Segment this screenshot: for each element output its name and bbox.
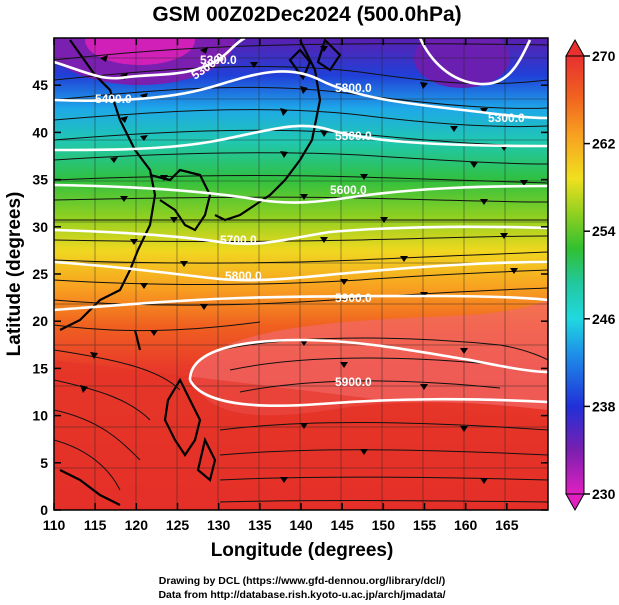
colorbar-tick-label: 238 xyxy=(592,398,616,414)
y-tick-label: 40 xyxy=(32,124,48,140)
contour-5900-lower xyxy=(188,338,548,381)
x-tick-label: 145 xyxy=(330,517,354,533)
x-tick-label: 155 xyxy=(413,517,437,533)
chart-title: GSM 00Z02Dec2024 (500.0hPa) xyxy=(152,3,461,26)
plot-area: 5300.0 5300.0 5400.0 5500.0 5600.0 5700.… xyxy=(54,38,548,510)
contour-labels: 5300.0 5300.0 5400.0 5500.0 5600.0 5700.… xyxy=(95,50,525,389)
contour-5900-upper xyxy=(54,294,548,312)
x-axis-ticks: 110 115 120 125 130 135 140 145 150 155 160 165 xyxy=(43,38,519,533)
x-tick-label: 140 xyxy=(289,517,313,533)
colorbar-tick-label: 270 xyxy=(592,48,616,64)
svg-text:5800.0: 5800.0 xyxy=(335,81,372,95)
svg-text:5600.0: 5600.0 xyxy=(330,183,367,197)
contour-5500 xyxy=(54,124,548,152)
contour-5900-loop xyxy=(188,379,548,407)
colorbar-tick-label: 262 xyxy=(592,136,616,152)
contour-5700 xyxy=(54,225,548,246)
colorbar-body xyxy=(565,55,585,495)
warm-region-south xyxy=(54,360,548,510)
svg-text:5900.0: 5900.0 xyxy=(335,291,372,305)
y-axis-ticks: 0 5 10 15 20 25 30 35 40 45 xyxy=(32,77,548,518)
streamline-arrows xyxy=(80,46,528,484)
colorbar-max-triangle xyxy=(565,38,585,57)
x-tick-label: 150 xyxy=(372,517,396,533)
y-tick-label: 15 xyxy=(32,360,48,376)
y-tick-label: 10 xyxy=(32,408,48,424)
y-tick-label: 45 xyxy=(32,77,48,93)
colorbar-tick-label: 254 xyxy=(592,223,616,239)
x-tick-label: 120 xyxy=(125,517,149,533)
x-tick-label: 160 xyxy=(454,517,478,533)
y-tick-label: 20 xyxy=(32,313,48,329)
contour-5300-west xyxy=(54,38,246,80)
y-tick-label: 30 xyxy=(32,219,48,235)
contour-5300-east xyxy=(418,38,532,86)
colorbar-ticks: 270 262 254 246 238 230 xyxy=(584,48,616,502)
y-axis-label: Latitude (degrees) xyxy=(4,192,25,357)
credit-drawing: Drawing by DCL (https://www.gfd-dennou.o… xyxy=(159,575,445,587)
x-tick-label: 165 xyxy=(495,517,519,533)
x-tick-label: 110 xyxy=(43,517,66,533)
y-tick-label: 25 xyxy=(32,266,48,282)
y-tick-label: 0 xyxy=(40,502,48,518)
x-tick-label: 135 xyxy=(248,517,272,533)
colorbar-tick-label: 230 xyxy=(592,486,616,502)
contour-5400 xyxy=(54,70,548,120)
svg-text:5900.0: 5900.0 xyxy=(335,375,372,389)
cold-pool-east xyxy=(414,38,510,88)
colorbar-tick-label: 246 xyxy=(592,311,616,327)
svg-text:5300.0: 5300.0 xyxy=(200,53,237,67)
credit-data: Data from http://database.rish.kyoto-u.a… xyxy=(158,589,445,601)
x-tick-label: 115 xyxy=(84,517,107,533)
y-tick-label: 35 xyxy=(32,172,48,188)
colorbar-min-triangle xyxy=(565,493,585,512)
svg-text:5300.0: 5300.0 xyxy=(488,111,525,125)
contour-5800 xyxy=(54,260,548,282)
contour-5600 xyxy=(54,183,548,204)
svg-text:5500.0: 5500.0 xyxy=(335,129,372,143)
svg-text:5800.0: 5800.0 xyxy=(225,269,262,283)
svg-text:5700.0: 5700.0 xyxy=(220,233,257,247)
x-tick-label: 125 xyxy=(166,517,190,533)
colorbar: 270 262 254 246 238 230 xyxy=(565,38,616,512)
svg-text:5400.0: 5400.0 xyxy=(95,92,132,106)
height-contours xyxy=(54,38,548,407)
y-tick-label: 5 xyxy=(40,455,48,471)
x-tick-label: 130 xyxy=(207,517,231,533)
wind-streamlines xyxy=(54,43,548,503)
x-axis-label: Longitude (degrees) xyxy=(211,540,394,561)
grid-lines xyxy=(54,38,548,510)
